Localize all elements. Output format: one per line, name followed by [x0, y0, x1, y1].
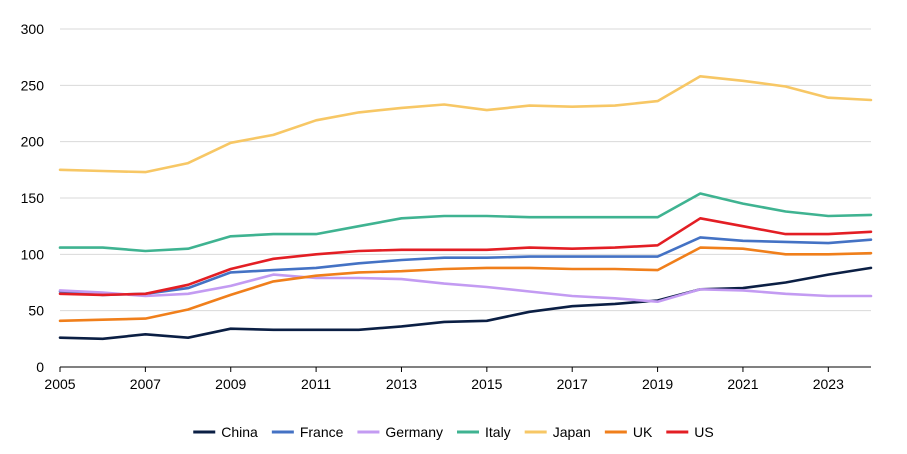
y-tick-label: 50 — [28, 303, 44, 319]
legend-item-china: China — [193, 424, 258, 440]
series-line-germany — [58, 273, 873, 304]
x-tick-label: 2017 — [557, 376, 588, 392]
legend-label: China — [221, 424, 258, 440]
x-tick-label: 2023 — [813, 376, 844, 392]
legend-item-france: France — [271, 424, 344, 440]
legend-label: Japan — [553, 424, 591, 440]
legend-label: Italy — [485, 424, 511, 440]
x-tick-label: 2011 — [301, 376, 331, 392]
y-tick-label: 150 — [21, 190, 45, 206]
y-tick-label: 250 — [21, 77, 45, 93]
x-tick-label: 2021 — [727, 376, 758, 392]
legend-item-italy: Italy — [457, 424, 511, 440]
y-tick-label: 0 — [36, 359, 44, 375]
series-line-us — [58, 217, 873, 297]
series-line-uk — [58, 246, 873, 323]
legend-label: US — [694, 424, 713, 440]
y-tick-label: 300 — [21, 21, 45, 37]
series-line-china — [58, 266, 873, 341]
grid-layer — [60, 28, 871, 312]
legend-item-japan: Japan — [524, 424, 591, 440]
legend-item-us: US — [666, 424, 714, 440]
x-tick-label: 2015 — [471, 376, 502, 392]
legend-item-uk: UK — [604, 424, 653, 440]
x-tick-label: 2005 — [44, 376, 75, 392]
legend-label: Germany — [385, 424, 443, 440]
y-tick-label: 200 — [21, 134, 45, 150]
series-line-france — [58, 236, 873, 297]
series-line-japan — [58, 75, 873, 174]
legend: China France Germany Italy Japan UK US — [193, 424, 714, 440]
axis-layer: 0 50 100 150 200 250 300 2005 2007 2009 2011 2013 20… — [21, 21, 871, 392]
series-line-italy — [58, 192, 873, 253]
y-tick-label: 100 — [21, 246, 45, 262]
legend-label: UK — [633, 424, 653, 440]
legend-label: France — [300, 424, 344, 440]
x-tick-label: 2009 — [215, 376, 246, 392]
x-tick-label: 2019 — [642, 376, 673, 392]
legend-item-germany: Germany — [357, 424, 443, 440]
x-tick-label: 2013 — [386, 376, 417, 392]
series-layer — [58, 75, 873, 341]
x-tick-label: 2007 — [130, 376, 161, 392]
